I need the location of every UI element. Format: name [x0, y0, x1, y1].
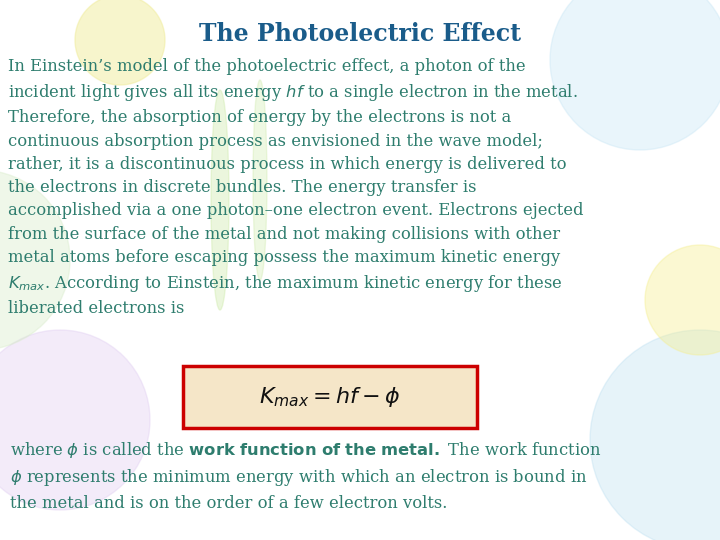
Circle shape — [550, 0, 720, 150]
Circle shape — [590, 330, 720, 540]
Text: $K_{max} = hf - \phi$: $K_{max} = hf - \phi$ — [259, 385, 401, 409]
Circle shape — [0, 330, 150, 510]
Text: The Photoelectric Effect: The Photoelectric Effect — [199, 22, 521, 46]
Text: where $\phi$ is called the $\mathbf{work\ function\ of\ the\ metal.}$ The work f: where $\phi$ is called the $\mathbf{work… — [10, 440, 601, 512]
FancyBboxPatch shape — [183, 366, 477, 428]
Circle shape — [645, 245, 720, 355]
Ellipse shape — [211, 90, 229, 310]
Circle shape — [0, 170, 70, 350]
Ellipse shape — [253, 80, 267, 280]
Text: In Einstein’s model of the photoelectric effect, a photon of the
incident light : In Einstein’s model of the photoelectric… — [8, 58, 583, 318]
Circle shape — [75, 0, 165, 85]
